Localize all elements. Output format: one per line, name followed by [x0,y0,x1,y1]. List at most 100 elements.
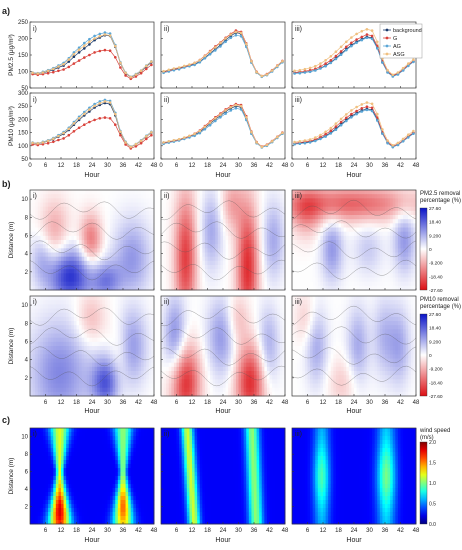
heatmap-cell [277,210,281,216]
heatmap-cell [138,316,142,322]
heatmap-cell [173,265,177,270]
heatmap-cell [40,366,44,372]
heatmap-cell [63,256,67,262]
heatmap-cell [272,215,276,220]
heatmap-cell [212,387,216,393]
data-point-G [360,35,364,39]
heatmap-cell [99,202,103,208]
heatmap-cell [110,277,114,283]
heatmap-cell [104,346,108,351]
heatmap-cell [138,231,142,237]
heatmap-cell [73,256,77,262]
heatmap-cell [215,285,219,291]
heatmap-cell [107,366,111,372]
heatmap-cell [99,260,103,266]
heatmap-cell [176,346,180,351]
heatmap-cell [225,321,229,326]
heatmap-cell [130,325,134,330]
heatmap-cell [197,383,201,389]
heatmap-cell [151,333,155,339]
heatmap-cell [223,366,226,372]
data-point-ASG [93,104,96,108]
heatmap-cell [48,252,52,258]
heatmap-cell [112,387,116,393]
heatmap-cell [207,198,211,203]
heatmap-cell [32,231,36,237]
heatmap-cell [251,219,255,224]
heatmap-cell [125,256,129,262]
heatmap-cell [207,379,211,384]
heatmap-cell [261,265,265,270]
data-point-G [83,56,86,59]
heatmap-cell [248,227,252,233]
heatmap-cell [210,391,214,397]
heatmap-cell [277,235,281,241]
heatmap-cell [58,223,62,228]
heatmap-cell [246,190,250,195]
heatmap-cell [55,235,59,241]
heatmap-cell [202,285,206,291]
heatmap-cell [282,277,286,283]
heatmap-cell [215,210,219,216]
heatmap-cell [89,316,93,322]
data-point-ASG [308,138,312,141]
heatmap-cell [63,277,67,283]
heatmap-cell [125,391,129,397]
x-tick-label: 6 [175,163,179,169]
heatmap-cell [186,329,190,334]
heatmap-cell [76,337,80,343]
heatmap-cell [225,252,229,258]
heatmap-cell [125,308,129,314]
heatmap-cell [148,194,152,199]
heatmap-cell [189,379,193,384]
heatmap-cell [204,312,208,318]
heatmap-cell [40,391,44,397]
heatmap-cell [130,354,134,359]
heatmap-cell [48,371,52,376]
heatmap-cell [37,260,41,266]
heatmap-cell [30,337,33,343]
heatmap-cell [63,371,67,376]
heatmap-cell [212,325,216,330]
heatmap-cell [35,248,39,253]
heatmap-cell [223,248,226,253]
heatmap-cell [112,285,116,291]
heatmap-cell [225,337,229,343]
heatmap-cell [55,379,59,384]
heatmap-cell [202,244,206,249]
data-point-ASG [265,143,269,147]
heatmap-cell [84,194,88,199]
heatmap-cell [168,350,172,355]
heatmap-cell [173,300,177,305]
heatmap-cell [192,300,195,305]
heatmap-cell [35,252,39,258]
heatmap-cell [86,223,90,228]
heatmap-cell [230,354,234,359]
heatmap-cell [84,281,88,287]
heatmap-cell [133,206,137,212]
heatmap-cell [92,321,95,326]
heatmap-cell [138,190,142,195]
heatmap-cell [48,235,52,241]
heatmap-cell [50,387,54,393]
heatmap-cell [176,202,180,208]
heatmap-cell [228,346,232,351]
data-point-AG [88,37,91,41]
data-point-ASG [276,64,279,68]
heatmap-cell [32,269,36,274]
heatmap-cell [230,329,234,334]
heatmap-cell [146,273,150,278]
heatmap-cell [89,387,93,393]
heatmap-cell [176,240,180,245]
heatmap-cell [282,227,286,233]
contour-line [160,259,286,281]
heatmap-cell [168,260,172,266]
heatmap-cell [220,312,224,318]
panel-label: iii) [295,26,302,33]
heatmap-cell [48,248,52,253]
heatmap-cell [99,223,103,228]
heatmap-cell [40,206,44,212]
heatmap-cell [179,231,183,237]
heatmap-cell [151,325,155,330]
heatmap-cell [45,371,49,376]
